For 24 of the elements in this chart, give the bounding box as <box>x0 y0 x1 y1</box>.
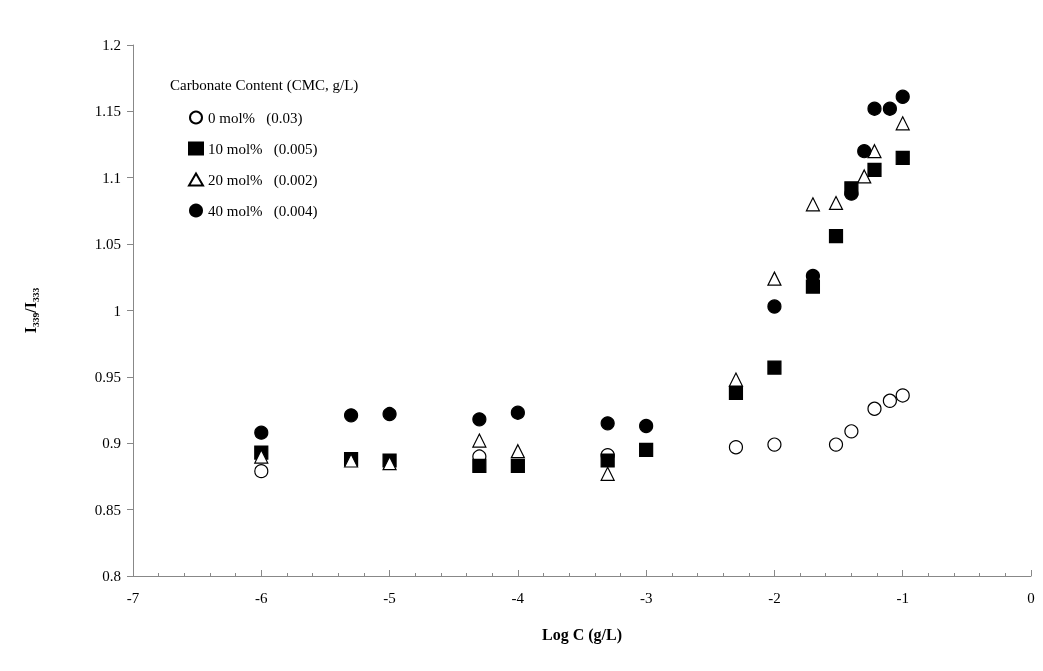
x-axis-title: Log C (g/L) <box>542 625 622 644</box>
legend-title: Carbonate Content (CMC, g/L) <box>170 76 359 94</box>
x-tick-label: -3 <box>639 589 653 606</box>
x-tick-label: -2 <box>768 589 781 606</box>
y-tick-label: 1.15 <box>94 103 121 120</box>
legend-label: 40 mol% (0.004) <box>208 202 318 220</box>
legend-label: 0 mol% (0.03) <box>208 109 303 127</box>
y-tick-label: 0.85 <box>94 501 121 518</box>
x-tick-label: -4 <box>511 589 525 606</box>
legend-label: 10 mol% (0.005) <box>208 140 318 158</box>
y-tick-label: 1.05 <box>94 236 121 253</box>
x-tick-label: -5 <box>383 589 396 606</box>
y-tick-label: 1.2 <box>102 37 121 53</box>
legend-label: 20 mol% (0.002) <box>208 171 318 189</box>
x-tick-label: -7 <box>126 589 140 606</box>
x-tick-label: -1 <box>896 589 909 606</box>
y-tick-label: 0.95 <box>94 368 121 385</box>
y-tick-label: 1 <box>113 302 121 319</box>
y-tick-label: 1.1 <box>102 169 121 186</box>
y-tick-label: 0.9 <box>102 435 121 452</box>
x-tick-label: -6 <box>255 589 269 606</box>
y-tick-label: 0.8 <box>102 568 121 584</box>
y-axis-title: I₃₃₉/I₃₃₃ <box>21 287 39 334</box>
x-tick-label: 0 <box>1027 589 1035 606</box>
